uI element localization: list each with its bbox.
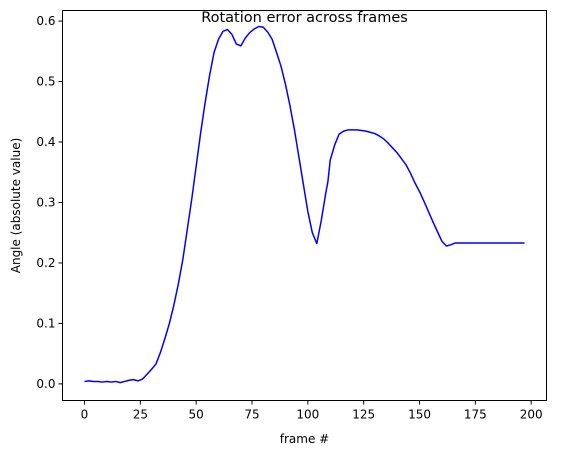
x-tick-label: 125	[352, 408, 375, 422]
x-tick-label: 150	[408, 408, 431, 422]
x-tick-label: 100	[296, 408, 319, 422]
series-line	[84, 25, 525, 384]
x-tick-label: 75	[244, 408, 259, 422]
y-tick-label: 0.5	[36, 75, 55, 89]
x-axis: 0 25 50 75 100 125 150 175 200	[81, 400, 543, 422]
y-tick-label: 0.3	[36, 195, 55, 209]
y-tick-label: 0.1	[36, 316, 55, 330]
x-axis-label: frame #	[280, 432, 329, 446]
x-tick-label: 200	[520, 408, 543, 422]
plot-area	[84, 25, 525, 384]
chart-title: Rotation error across frames	[201, 10, 408, 26]
plot-frame	[62, 10, 547, 401]
y-axis-label: Angle (absolute value)	[9, 138, 23, 274]
y-tick-label: 0.0	[36, 377, 55, 391]
x-tick-label: 175	[464, 408, 487, 422]
y-tick-label: 0.4	[36, 135, 55, 149]
y-axis: 0.0 0.1 0.2 0.3 0.4 0.5 0.6	[36, 14, 63, 391]
x-tick-label: 0	[81, 408, 89, 422]
x-tick-label: 50	[189, 408, 204, 422]
y-tick-label: 0.2	[36, 256, 55, 270]
x-tick-label: 25	[133, 408, 148, 422]
y-tick-label: 0.6	[36, 14, 55, 28]
